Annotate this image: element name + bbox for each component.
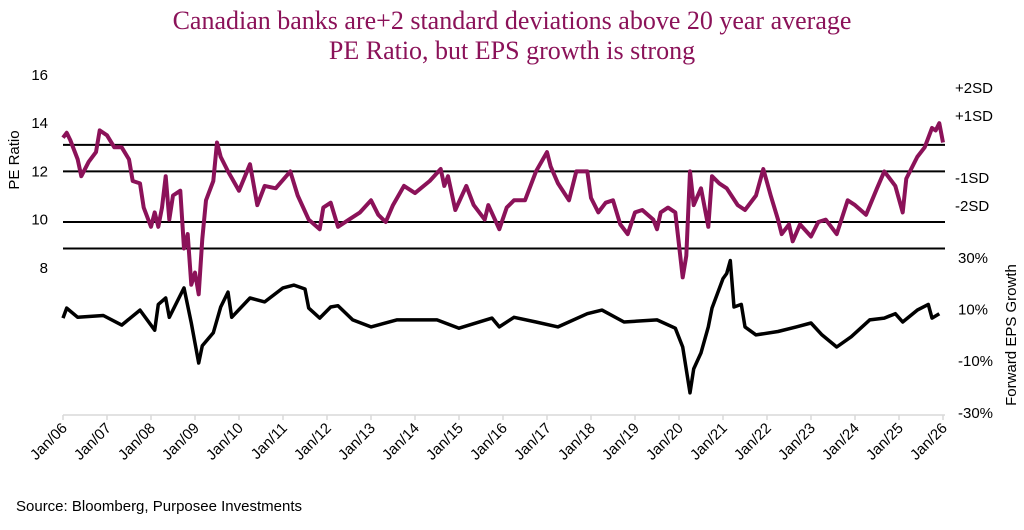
- sd-label: -1SD: [955, 170, 989, 187]
- left-tick-label: 14: [31, 115, 48, 132]
- left-tick-label: 16: [31, 67, 48, 84]
- x-tick-label: Jan/17: [511, 420, 555, 464]
- x-tick-label: Jan/22: [731, 420, 775, 464]
- right-tick-label: 10%: [958, 302, 988, 319]
- x-tick-label: Jan/15: [423, 420, 467, 464]
- right-axis-label: Forward EPS Growth: [1003, 264, 1020, 406]
- sd-label: +1SD: [955, 108, 993, 125]
- x-tick-label: Jan/20: [643, 420, 687, 464]
- right-tick-label: 30%: [958, 250, 988, 267]
- x-tick-label: Jan/21: [687, 420, 731, 464]
- x-tick-label: Jan/26: [907, 420, 951, 464]
- sd-label: -2SD: [955, 198, 989, 215]
- x-tick-label: Jan/12: [291, 420, 335, 464]
- x-tick-label: Jan/11: [248, 420, 291, 463]
- x-tick-label: Jan/13: [335, 420, 379, 464]
- x-tick-label: Jan/19: [599, 420, 643, 464]
- x-tick-label: Jan/10: [203, 420, 247, 464]
- x-tick-label: Jan/23: [775, 420, 819, 464]
- sd-lines: [63, 143, 945, 250]
- x-tick-label: Jan/25: [863, 420, 907, 464]
- left-tick-label: 8: [40, 260, 48, 277]
- x-tick-label: Jan/14: [379, 420, 423, 464]
- left-axis-label: PE Ratio: [6, 130, 23, 189]
- x-tick-label: Jan/24: [819, 420, 863, 464]
- right-tick-label: -10%: [958, 353, 993, 370]
- chart-title: Canadian banks are+2 standard deviations…: [0, 6, 1024, 66]
- pe-ratio-line: [61, 121, 945, 297]
- chart-title-line-2: PE Ratio, but EPS growth is strong: [328, 36, 696, 65]
- x-tick-label: Jan/16: [467, 420, 511, 464]
- left-tick-label: 10: [31, 212, 48, 229]
- x-tick-label: Jan/08: [115, 420, 159, 464]
- x-tick-label: Jan/18: [555, 420, 599, 464]
- eps-growth-line: [61, 258, 941, 395]
- sd-label: +2SD: [955, 80, 993, 97]
- series-lines: [61, 121, 945, 395]
- source-note: Source: Bloomberg, Purposee Investments: [16, 498, 302, 515]
- left-tick-label: 12: [31, 163, 48, 180]
- sd-labels: +2SD +1SD -1SD -2SD: [955, 80, 993, 215]
- chart-title-line-1: Canadian banks are+2 standard deviations…: [172, 6, 852, 35]
- right-tick-label: -30%: [958, 405, 993, 422]
- x-tick-label: Jan/07: [71, 420, 115, 464]
- x-axis: Jan/06 Jan/07 Jan/08 Jan/09 Jan/10 Jan/11 Jan/…: [27, 414, 951, 464]
- left-axis-ticks: 8 10 12 14 16: [31, 67, 48, 277]
- x-tick-label: Jan/09: [159, 420, 203, 464]
- right-axis-ticks: 30% 10% -10% -30%: [958, 250, 993, 422]
- x-tick-label: Jan/06: [27, 420, 71, 464]
